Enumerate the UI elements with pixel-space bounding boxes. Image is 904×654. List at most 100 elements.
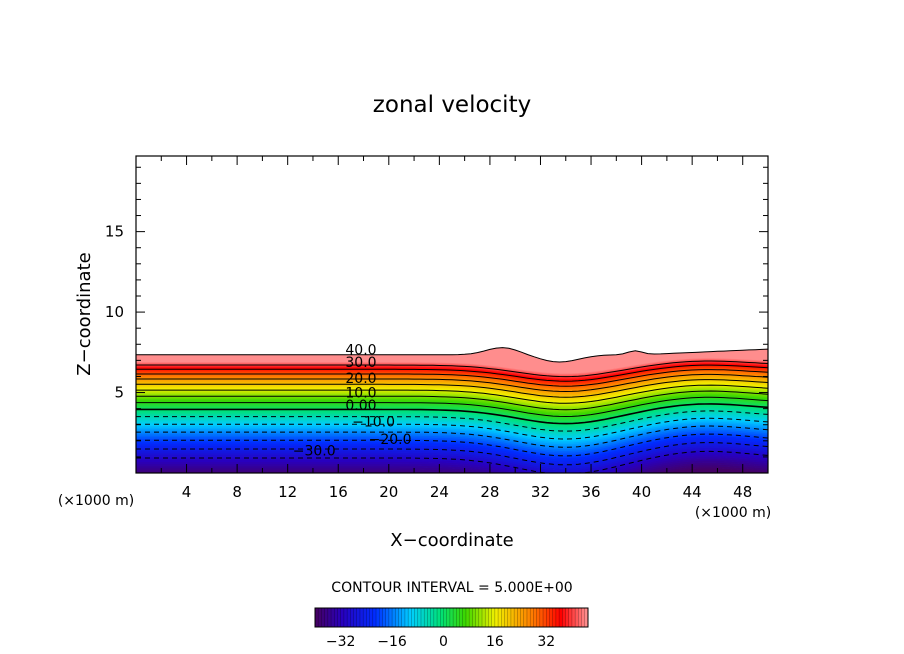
y-tick-label: 5 [114, 384, 124, 402]
colorbar-cell [559, 608, 563, 627]
colorbar-cell [430, 608, 435, 627]
colorbar-cell [369, 608, 374, 627]
colorbar-cell [520, 608, 525, 627]
x-tick-label: 48 [733, 483, 752, 501]
colorbar-cell [417, 608, 422, 627]
colorbar-cell [440, 608, 444, 627]
colorbar-cell [536, 608, 541, 627]
x-tick-label: 8 [232, 483, 242, 501]
contour-line [136, 442, 768, 466]
x-tick-label: 28 [480, 483, 499, 501]
colorbar-cell [543, 608, 547, 627]
colorbar-cell [366, 608, 370, 627]
colorbar-cell [398, 608, 403, 627]
chart-title: zonal velocity [373, 92, 531, 118]
colorbar-cell [507, 608, 512, 627]
colorbar-cell [459, 608, 464, 627]
contour-interval-text: CONTOUR INTERVAL = 5.000E+00 [331, 580, 572, 596]
contour-line [136, 384, 768, 404]
colorbar-cell [385, 608, 390, 627]
colorbar-cell [482, 608, 486, 627]
colorbar-cell [350, 608, 354, 627]
colorbar-cell [465, 608, 470, 627]
colorbar-tick-label: −32 [326, 634, 356, 650]
contour-label: 30.0 [345, 355, 376, 371]
x-tick-label: 36 [581, 483, 600, 501]
colorbar-cell [514, 608, 518, 627]
x-unit-left: (×1000 m) [58, 493, 134, 509]
colorbar-cell [433, 608, 438, 627]
contour-label: −10.0 [352, 414, 395, 430]
colorbar-cell [501, 608, 505, 627]
colorbar-cell [462, 608, 467, 627]
colorbar-cell [498, 608, 502, 627]
contour-line [136, 390, 768, 411]
colorbar-cell [404, 608, 409, 627]
plot-frame [135, 155, 769, 474]
contour-line [136, 450, 768, 473]
contour-line [136, 373, 768, 393]
colorbar-cell [376, 608, 380, 627]
colorbar-cell [392, 608, 396, 627]
colorbar-cell [539, 608, 544, 627]
y-tick-label: 15 [105, 223, 124, 241]
colorbar-cell [453, 608, 457, 627]
colorbar-cell [562, 608, 566, 627]
x-tick-label: 40 [632, 483, 651, 501]
colorbar-tick-label: −16 [377, 634, 407, 650]
colorbar-cell [363, 608, 367, 627]
colorbar-cell [356, 608, 361, 627]
colorbar-cell [324, 608, 329, 627]
colorbar-cell [443, 608, 448, 627]
contour-labels: 40.030.020.010.00.00−10.0 −20.0 −30.0 [293, 343, 412, 460]
colorbar-tick-label: 0 [439, 634, 448, 650]
colorbar-cell [494, 608, 499, 627]
x-axis-label: X−coordinate [390, 530, 513, 551]
colorbar-cell [347, 608, 351, 627]
colorbar-cell [321, 608, 326, 627]
x-tick-label: 16 [329, 483, 348, 501]
colorbar-cell [488, 608, 493, 627]
colorbar-cell [331, 608, 335, 627]
x-tick-label: 12 [278, 483, 297, 501]
colorbar-cell [565, 608, 570, 627]
colorbar-cell [517, 608, 521, 627]
field-top-outline [136, 347, 768, 363]
y-tick-label: 10 [105, 303, 124, 321]
colorbar-cell [568, 608, 573, 627]
contour-label: 10.0 [345, 385, 376, 401]
colorbar-cell [359, 608, 364, 627]
colorbar-cell [533, 608, 538, 627]
contour-line [136, 433, 768, 457]
colorbar-cell [472, 608, 476, 627]
colorbar-cell [327, 608, 332, 627]
colorbar-cell [427, 608, 432, 627]
colorbar-cell [526, 608, 531, 627]
colorbar-cell [315, 608, 319, 627]
velocity-field [136, 347, 768, 473]
colorbar [314, 607, 589, 628]
colorbar-cell [478, 608, 483, 627]
colorbar-cell [388, 608, 393, 627]
colorbar-cell [552, 608, 557, 627]
colorbar-cell [446, 608, 451, 627]
colorbar-tick-label: 16 [486, 634, 504, 650]
colorbar-cell [578, 608, 582, 627]
colorbar-cell [523, 608, 528, 627]
colorbar-cell [530, 608, 534, 627]
colorbar-cell [334, 608, 338, 627]
colorbar-cell [504, 608, 509, 627]
colorbar-cell [420, 608, 425, 627]
colorbar-cell [546, 608, 550, 627]
colorbar-cell [408, 608, 412, 627]
colorbar-frame [314, 607, 589, 628]
contour-label: 40.0 [345, 343, 376, 359]
colorbar-cell [575, 608, 579, 627]
contour-label: −30.0 [293, 443, 336, 459]
contour-label: 0.00 [345, 398, 376, 414]
contour-line [136, 425, 768, 448]
contour-lines [136, 347, 768, 473]
contour-line [136, 410, 768, 432]
colorbar-cell [379, 608, 383, 627]
